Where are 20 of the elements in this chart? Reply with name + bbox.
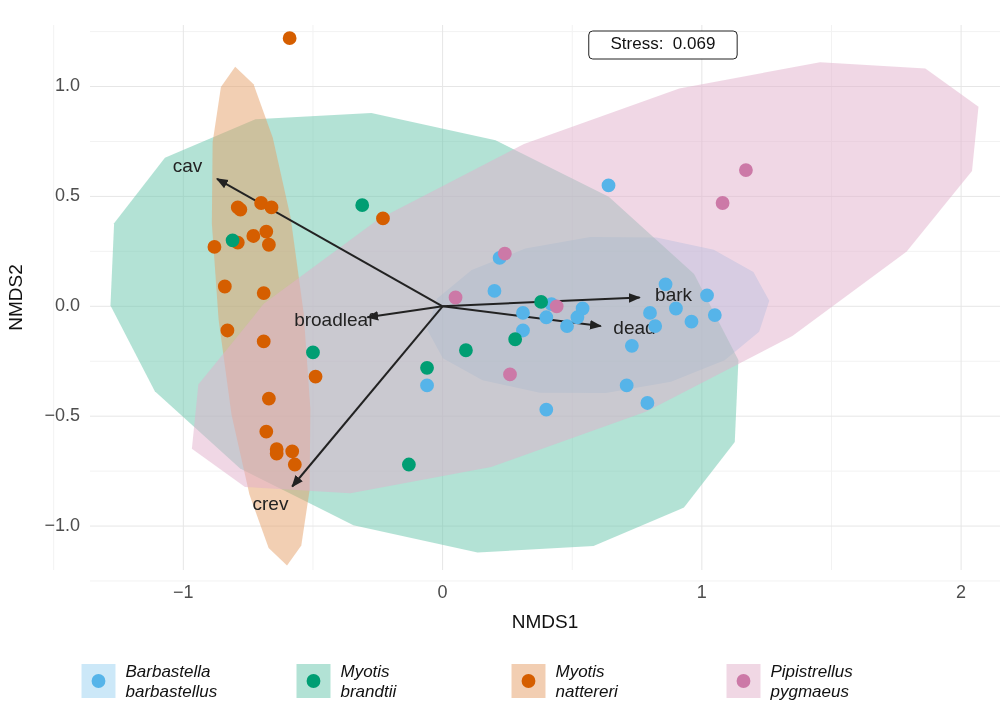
x-tick-label: 1 bbox=[696, 582, 707, 602]
y-tick-label: 1.0 bbox=[54, 75, 80, 96]
y-tick-label: 0.5 bbox=[54, 185, 80, 206]
series-label: bark bbox=[655, 284, 693, 306]
series-label: crev bbox=[252, 492, 289, 514]
legend-label: Barbastella barbastellus bbox=[125, 662, 218, 701]
x-axis-title: NMDS1 bbox=[511, 611, 579, 632]
annotation: Stress: 0.069 bbox=[610, 34, 716, 54]
y-tick-label: 0.0 bbox=[54, 295, 80, 316]
series-label: broadleaf bbox=[294, 308, 375, 330]
x-tick-label: 2 bbox=[956, 582, 967, 602]
legend-label: Myotis brandtii bbox=[340, 662, 398, 701]
legend-label: Pipistrellus pygmaeus bbox=[769, 662, 854, 701]
x-tick-label: −1 bbox=[173, 582, 194, 602]
legend-label: Myotis nattereri bbox=[555, 662, 620, 701]
y-axis-title: NMDS2 bbox=[5, 264, 26, 331]
y-tick-label: −0.5 bbox=[44, 404, 80, 425]
y-tick-label: −1.0 bbox=[44, 514, 80, 535]
x-tick-label: 0 bbox=[437, 582, 448, 602]
series-label: cav bbox=[172, 155, 203, 177]
